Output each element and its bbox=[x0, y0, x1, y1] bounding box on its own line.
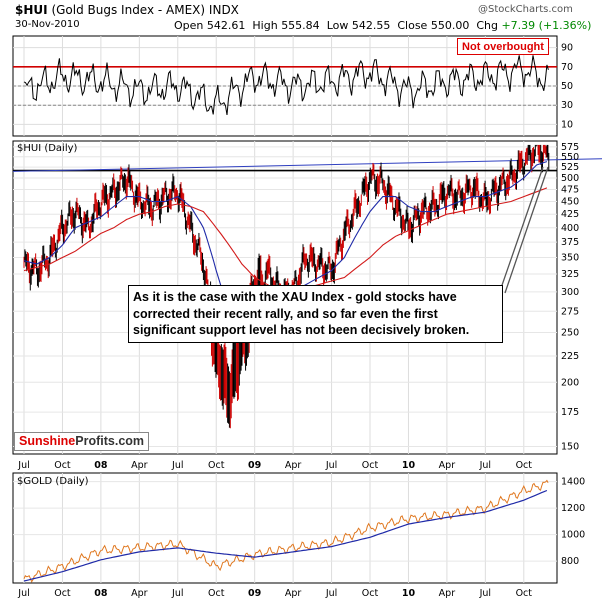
x-tick-label-gold: Apr bbox=[439, 588, 456, 599]
sunshine-profits-logo: SunshineProfits.com bbox=[14, 432, 150, 451]
hui-tick-label: 400 bbox=[561, 223, 579, 234]
index-name: (Gold Bugs Index - AMEX) bbox=[51, 3, 206, 17]
low-label: Low bbox=[326, 19, 349, 32]
close-label: Close bbox=[397, 19, 428, 32]
close-value: 550.00 bbox=[430, 19, 470, 32]
hui-tick-label: 375 bbox=[561, 237, 579, 248]
x-tick-label-gold: Apr bbox=[285, 588, 302, 599]
hui-tick-label: 550 bbox=[561, 152, 579, 163]
x-tick-label-hui: Apr bbox=[439, 460, 456, 471]
x-tick-label-hui: Jul bbox=[17, 460, 29, 471]
x-tick-label-gold: 09 bbox=[248, 588, 261, 599]
gold-tick-label: 1400 bbox=[561, 477, 585, 488]
x-tick-label-hui: 10 bbox=[402, 460, 416, 471]
gold-tick-label: 1000 bbox=[561, 530, 585, 541]
x-tick-label-gold: Jul bbox=[17, 588, 29, 599]
chg-label: Chg bbox=[476, 19, 498, 32]
hui-tick-label: 175 bbox=[561, 407, 579, 418]
x-tick-label-gold: 10 bbox=[402, 588, 416, 599]
trend-line bbox=[12, 158, 602, 172]
x-tick-label-hui: Apr bbox=[285, 460, 302, 471]
x-tick-label-gold: Oct bbox=[54, 588, 71, 599]
high-label: High bbox=[252, 19, 278, 32]
annotation-pointer bbox=[504, 166, 549, 294]
x-tick-label-hui: Oct bbox=[54, 460, 71, 471]
rsi-tick-label: 70 bbox=[561, 62, 573, 73]
hui-tick-label: 275 bbox=[561, 306, 579, 317]
hui-tick-label: 575 bbox=[561, 142, 579, 153]
hui-tick-label: 200 bbox=[561, 377, 579, 388]
date-label: 30-Nov-2010 bbox=[15, 19, 80, 30]
hui-panel-label: $HUI (Daily) bbox=[17, 143, 78, 154]
not-overbought-badge: Not overbought bbox=[457, 38, 549, 55]
x-tick-label-gold: Jul bbox=[479, 588, 491, 599]
logo-part-2: Profits.com bbox=[75, 434, 145, 448]
x-tick-label-hui: Jul bbox=[479, 460, 491, 471]
gold-ma-line bbox=[23, 489, 548, 582]
hui-tick-label: 525 bbox=[561, 162, 579, 173]
x-tick-label-hui: Oct bbox=[208, 460, 225, 471]
hui-tick-label: 350 bbox=[561, 253, 579, 264]
x-tick-label-hui: Oct bbox=[516, 460, 533, 471]
gold-panel-label: $GOLD (Daily) bbox=[17, 476, 89, 487]
rsi-tick-label: 50 bbox=[561, 81, 573, 92]
x-tick-label-gold: 08 bbox=[94, 588, 108, 599]
annotation-line-2: corrected their recent rally, and so far… bbox=[133, 306, 438, 321]
x-tick-label-hui: 09 bbox=[248, 460, 261, 471]
hui-tick-label: 150 bbox=[561, 441, 579, 452]
x-tick-label-gold: Oct bbox=[516, 588, 533, 599]
x-tick-label-hui: Apr bbox=[131, 460, 148, 471]
annotation-line-1: As it is the case with the XAU Index - g… bbox=[133, 290, 457, 304]
x-tick-label-hui: Jul bbox=[325, 460, 337, 471]
ticker-symbol: $HUI bbox=[15, 3, 48, 17]
ticker-title: $HUI (Gold Bugs Index - AMEX) INDX bbox=[15, 3, 239, 17]
hui-tick-label: 500 bbox=[561, 173, 579, 184]
rsi-line bbox=[23, 55, 549, 115]
x-tick-label-gold: Jul bbox=[325, 588, 337, 599]
hui-tick-label: 300 bbox=[561, 287, 579, 298]
open-value: 542.61 bbox=[206, 19, 246, 32]
brand-label: @StockCharts.com bbox=[478, 4, 573, 15]
annotation-box: As it is the case with the XAU Index - g… bbox=[128, 285, 503, 343]
x-tick-label-hui: Oct bbox=[362, 460, 379, 471]
gold-tick-label: 1200 bbox=[561, 503, 585, 514]
rsi-tick-label: 30 bbox=[561, 100, 573, 111]
logo-part-1: Sunshine bbox=[19, 434, 76, 448]
x-tick-label-gold: Jul bbox=[171, 588, 183, 599]
rsi-tick-label: 90 bbox=[561, 43, 573, 54]
ohlc-line: Open 542.61 High 555.84 Low 542.55 Close… bbox=[174, 19, 591, 32]
marks-layer bbox=[12, 55, 602, 583]
hui-tick-label: 475 bbox=[561, 184, 579, 195]
hui-tick-label: 225 bbox=[561, 351, 579, 362]
gold-tick-label: 800 bbox=[561, 556, 579, 567]
chg-value: +7.39 (+1.36%) bbox=[501, 19, 592, 32]
x-tick-label-gold: Oct bbox=[208, 588, 225, 599]
annotation-line-3: significant support level has not been d… bbox=[133, 323, 470, 337]
x-tick-label-gold: Oct bbox=[362, 588, 379, 599]
open-label: Open bbox=[174, 19, 204, 32]
hui-tick-label: 250 bbox=[561, 328, 579, 339]
hui-tick-label: 325 bbox=[561, 269, 579, 280]
x-tick-label-gold: Apr bbox=[131, 588, 148, 599]
high-value: 555.84 bbox=[281, 19, 320, 32]
rsi-tick-label: 10 bbox=[561, 119, 573, 130]
x-tick-label-hui: 08 bbox=[94, 460, 108, 471]
hui-tick-label: 425 bbox=[561, 209, 579, 220]
hui-tick-label: 450 bbox=[561, 196, 579, 207]
gold-panel-frame bbox=[12, 472, 558, 584]
low-value: 542.55 bbox=[351, 19, 391, 32]
x-tick-label-hui: Jul bbox=[171, 460, 183, 471]
tick-labels-layer: Jul Jul Oct Oct 08 08 Apr Apr Jul Jul Oct Oct 09 09 Ap… bbox=[17, 43, 585, 599]
annotation-pointer bbox=[499, 166, 544, 292]
index-type: INDX bbox=[208, 3, 239, 17]
